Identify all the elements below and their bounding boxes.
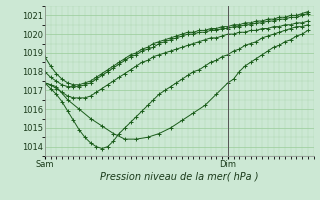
X-axis label: Pression niveau de la mer( hPa ): Pression niveau de la mer( hPa ) [100, 172, 259, 182]
